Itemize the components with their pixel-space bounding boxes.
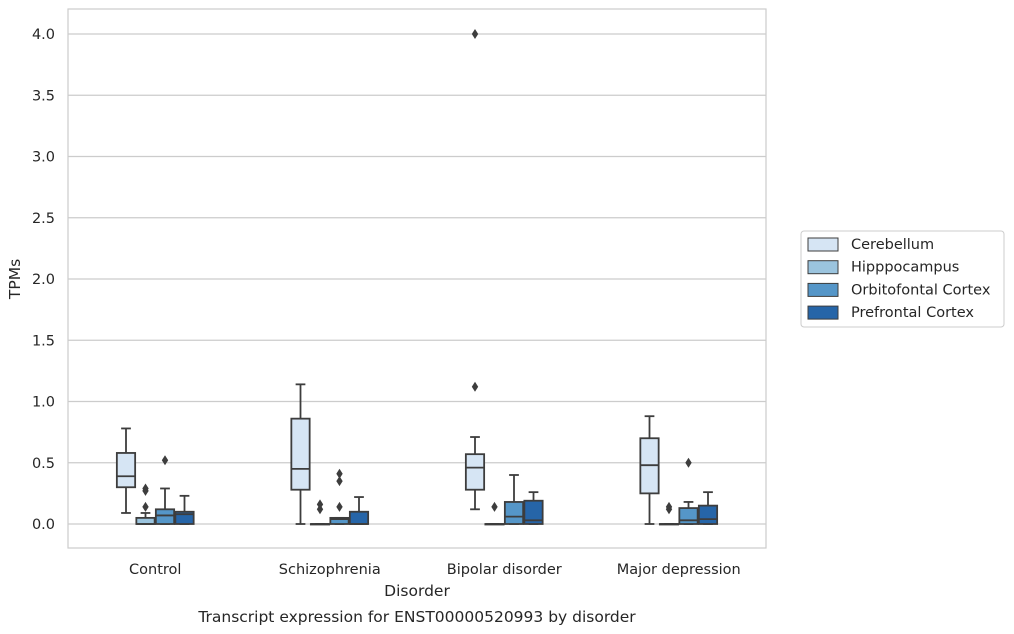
y-tick-label: 1.0: [32, 395, 55, 411]
y-tick-labels: 0.0 0.5 1.0 1.5 2.0 2.5 3.0 3.5 4.0: [32, 27, 55, 533]
y-tick-label: 1.5: [32, 333, 55, 349]
outlier-point: [491, 501, 498, 512]
box: [115, 452, 137, 489]
legend-swatch: [807, 260, 839, 275]
y-tick-label: 3.5: [32, 88, 55, 104]
legend-swatch: [807, 305, 839, 320]
box-group: [464, 29, 544, 526]
x-tick-labels: Control Schizophrenia Bipolar disorder Majo…: [129, 562, 741, 578]
box: [154, 508, 176, 525]
outlier-point: [142, 483, 149, 494]
legend-swatch: [807, 282, 839, 297]
x-tick-label: Control: [129, 562, 181, 578]
x-tick-label: Schizophrenia: [279, 562, 381, 578]
outlier-point: [665, 501, 673, 512]
legend-label: Hipppocampus: [851, 260, 959, 276]
legend-label: Orbitofontal Cortex: [851, 282, 991, 298]
plot-frame: [67, 8, 767, 549]
box: [697, 504, 719, 525]
y-tick-label: 0.5: [32, 456, 55, 472]
x-tick-label: Bipolar disorder: [447, 562, 562, 578]
legend-label: Prefrontal Cortex: [851, 305, 974, 321]
y-tick-label: 2.5: [32, 211, 55, 227]
y-tick-label: 3.0: [32, 150, 55, 166]
box: [329, 516, 350, 525]
box-group: [639, 415, 719, 526]
outlier-point: [316, 499, 324, 510]
outlier-point: [336, 468, 343, 479]
box: [290, 417, 311, 491]
box: [678, 507, 699, 525]
outlier-point: [471, 29, 479, 39]
outlier-point: [336, 476, 343, 487]
x-tick-label: Major depression: [617, 562, 741, 578]
outlier-point: [142, 501, 149, 512]
figure-caption: Transcript expression for ENST0000052099…: [197, 608, 636, 626]
legend-label: Cerebellum: [851, 237, 934, 253]
outlier-point: [161, 455, 169, 466]
box: [135, 516, 156, 525]
box-group: [115, 427, 195, 525]
box-group: [290, 383, 370, 526]
legend-swatch: [807, 237, 839, 252]
outlier-point: [471, 381, 479, 392]
outlier-point: [685, 457, 692, 468]
box: [464, 453, 486, 491]
y-axis-title: TPMs: [6, 259, 24, 300]
outlier-point: [336, 501, 343, 512]
legend-frame: [800, 230, 1005, 328]
box: [503, 501, 525, 525]
x-axis-title: Disorder: [384, 582, 450, 600]
y-tick-label: 0.0: [32, 517, 55, 533]
grid-lines: [68, 33, 766, 525]
box-groups: [115, 29, 719, 526]
box: [348, 510, 370, 525]
legend: Cerebellum Hipppocampus Orbitofontal Corte…: [800, 230, 1005, 328]
box: [523, 499, 544, 525]
y-tick-label: 4.0: [32, 27, 55, 43]
y-tick-label: 2.0: [32, 272, 55, 288]
